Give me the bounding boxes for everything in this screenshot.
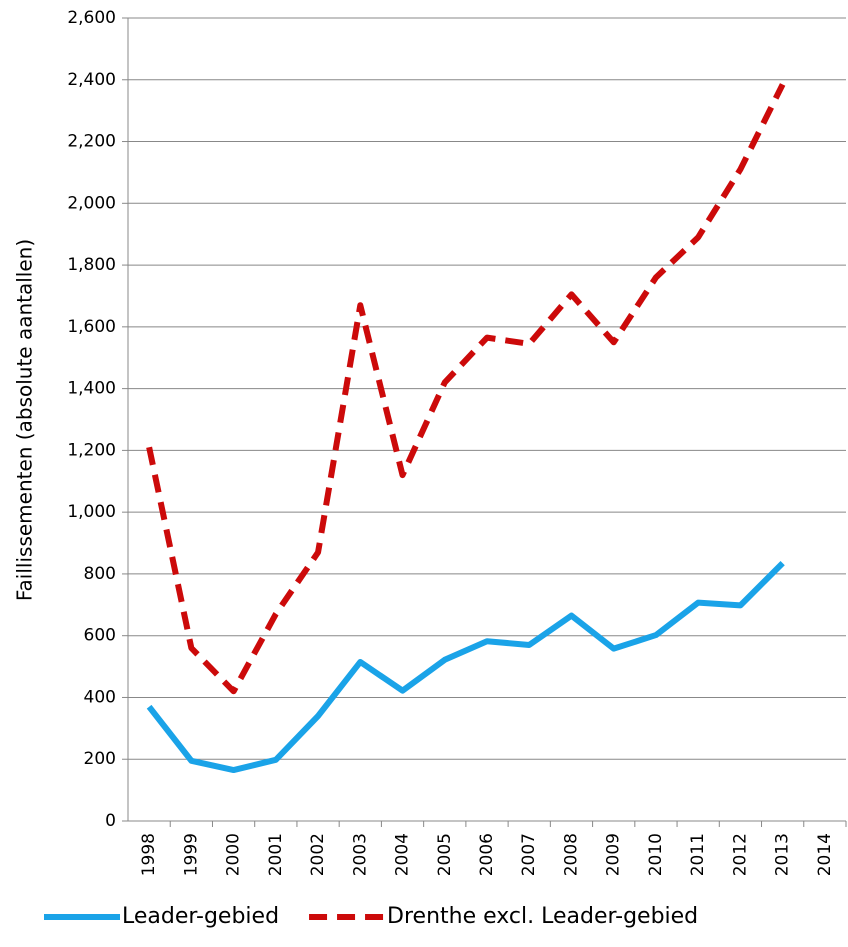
x-tick-label: 2009 <box>604 833 624 876</box>
legend-label: Leader-gebied <box>122 904 279 929</box>
x-tick-label: 2012 <box>730 833 750 876</box>
y-tick-label: 1,000 <box>67 502 116 522</box>
y-tick-label: 1,200 <box>67 440 116 460</box>
y-tick-label: 2,200 <box>67 132 116 152</box>
y-tick-label: 2,400 <box>67 70 116 90</box>
x-tick-label: 2011 <box>688 833 708 876</box>
y-axis-label: Faillissementen (absolute aantallen) <box>13 239 37 601</box>
x-tick-label: 2013 <box>773 833 793 876</box>
x-tick-label: 2005 <box>435 833 455 876</box>
y-tick-label: 1,600 <box>67 317 116 337</box>
x-tick-label: 2008 <box>561 833 581 876</box>
y-tick-label: 1,800 <box>67 255 116 275</box>
y-tick-label: 2,000 <box>67 193 116 213</box>
y-tick-label: 1,400 <box>67 379 116 399</box>
x-tick-label: 2007 <box>519 833 539 876</box>
x-tick-label: 2006 <box>477 833 497 876</box>
x-tick-label: 2010 <box>646 833 666 876</box>
x-tick-label: 2014 <box>815 833 835 876</box>
x-tick-label: 2001 <box>266 833 286 876</box>
x-tick-label: 2004 <box>393 833 413 876</box>
x-tick-label: 1998 <box>139 833 159 876</box>
x-tick-label: 2003 <box>350 833 370 876</box>
series-line <box>146 560 785 774</box>
series-line <box>146 83 786 695</box>
x-tick-label: 1999 <box>181 833 201 876</box>
x-tick-label: 2002 <box>308 833 328 876</box>
legend-label: Drenthe excl. Leader-gebied <box>387 904 698 929</box>
x-tick-label: 2000 <box>224 833 244 876</box>
y-tick-label: 400 <box>84 687 116 707</box>
y-tick-label: 200 <box>84 749 116 769</box>
y-tick-label: 2,600 <box>67 8 116 28</box>
y-tick-label: 0 <box>105 811 116 831</box>
y-tick-label: 600 <box>84 626 116 646</box>
y-tick-label: 800 <box>84 564 116 584</box>
